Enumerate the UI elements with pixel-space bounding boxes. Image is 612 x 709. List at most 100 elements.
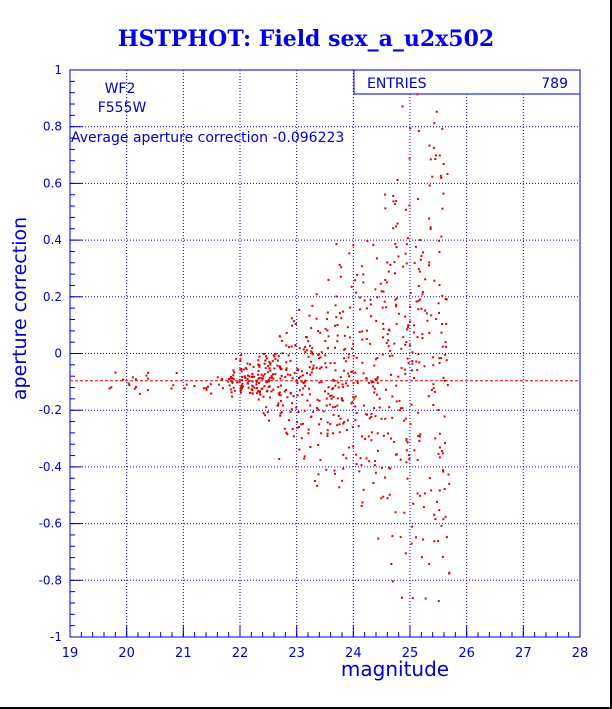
data-point [335, 243, 338, 246]
x-tick-label: 26 [458, 646, 475, 661]
data-point [420, 307, 423, 310]
data-point [260, 377, 263, 380]
data-point [432, 356, 435, 359]
data-point [128, 384, 131, 387]
data-point [401, 105, 404, 108]
data-point [443, 379, 446, 382]
data-point [370, 412, 373, 415]
data-point [428, 217, 431, 220]
data-point [424, 278, 427, 281]
data-point [292, 435, 295, 438]
x-tick-label: 22 [232, 646, 249, 661]
data-point [145, 374, 148, 377]
data-point [315, 293, 318, 296]
data-point [437, 239, 440, 242]
data-point [423, 492, 426, 495]
data-point [441, 207, 444, 210]
data-point [388, 493, 391, 496]
y-tick-label: 0.4 [43, 233, 62, 247]
data-point [411, 360, 414, 363]
data-point [369, 342, 372, 345]
data-point [405, 341, 408, 344]
data-point [232, 386, 235, 389]
data-point [408, 204, 411, 207]
data-point [289, 373, 292, 376]
data-point [352, 244, 355, 247]
data-point [393, 440, 396, 443]
data-point [339, 376, 342, 379]
data-point [327, 278, 330, 281]
data-point [283, 427, 286, 430]
data-point [375, 257, 378, 260]
data-point [337, 381, 340, 384]
data-point [434, 158, 437, 161]
data-point [313, 479, 316, 482]
data-point [273, 355, 276, 358]
data-point [210, 392, 213, 395]
data-point [382, 336, 385, 339]
data-point [388, 355, 391, 358]
data-point [238, 378, 241, 381]
data-point [268, 380, 271, 383]
data-point [440, 331, 443, 334]
data-point [230, 380, 233, 383]
data-point [279, 412, 282, 415]
data-point [231, 395, 234, 398]
data-point [354, 419, 357, 422]
data-point [408, 157, 411, 160]
y-tick-label: -0.4 [39, 460, 62, 474]
data-point [413, 324, 416, 327]
data-point [353, 397, 356, 400]
data-point [410, 403, 413, 406]
data-point [344, 347, 347, 350]
data-point [395, 305, 398, 308]
data-point [209, 383, 212, 386]
data-point [392, 200, 395, 203]
data-point [251, 372, 254, 375]
data-point [420, 556, 423, 559]
data-point [370, 315, 373, 318]
data-point [272, 388, 275, 391]
data-point [403, 419, 406, 422]
data-point [241, 387, 244, 390]
data-point [246, 378, 249, 381]
data-point [308, 314, 311, 317]
data-point [229, 388, 232, 391]
data-point [298, 308, 301, 311]
data-point [267, 385, 270, 388]
data-point [266, 371, 269, 374]
data-point [325, 397, 328, 400]
data-point [376, 381, 379, 384]
data-point [342, 386, 345, 389]
data-point [279, 400, 282, 403]
data-point [331, 387, 334, 390]
data-point [355, 291, 358, 294]
data-point [231, 380, 234, 383]
data-point [325, 366, 328, 369]
data-point [417, 285, 420, 288]
data-point [360, 464, 363, 467]
data-point [415, 360, 418, 363]
data-point [404, 252, 407, 255]
data-point [387, 339, 390, 342]
data-point [376, 296, 379, 299]
data-point [334, 369, 337, 372]
data-point [437, 452, 440, 455]
data-point [439, 174, 442, 177]
data-point [379, 282, 382, 285]
data-point [389, 437, 392, 440]
data-point [133, 387, 136, 390]
data-point [426, 319, 429, 322]
data-point [301, 393, 304, 396]
data-point [438, 311, 441, 314]
data-point [402, 336, 405, 339]
data-point [299, 375, 302, 378]
data-point [368, 460, 371, 463]
data-point [381, 353, 384, 356]
data-point [318, 381, 321, 384]
data-point [262, 377, 265, 380]
data-point [251, 388, 254, 391]
data-point [438, 509, 441, 512]
data-point [307, 355, 310, 358]
data-point [110, 386, 113, 389]
